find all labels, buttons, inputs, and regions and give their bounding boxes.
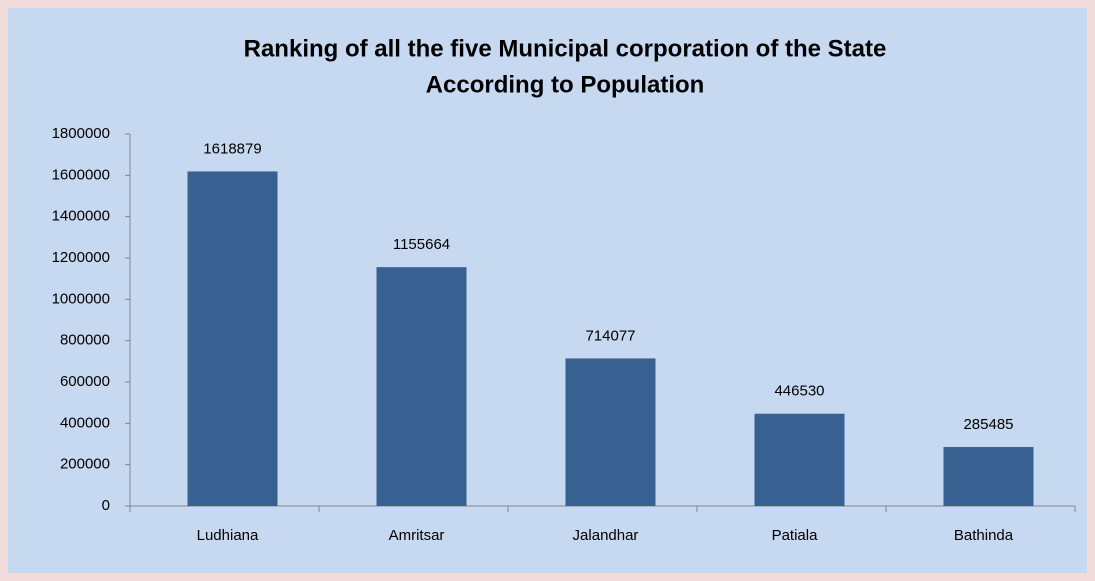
- bar: [565, 358, 656, 506]
- chart-title: Ranking of all the five Municipal corpor…: [244, 35, 887, 62]
- chart-title: According to Population: [426, 71, 705, 98]
- y-tick-label: 600000: [60, 373, 110, 390]
- y-tick-label: 1800000: [52, 125, 110, 142]
- value-label: 1618879: [203, 140, 261, 157]
- x-tick-label: Jalandhar: [573, 527, 639, 544]
- y-tick-label: 800000: [60, 332, 110, 349]
- bar: [754, 413, 845, 506]
- value-label: 714077: [585, 327, 635, 344]
- bar: [943, 446, 1034, 506]
- x-tick-label: Patiala: [772, 527, 819, 544]
- value-label: 285485: [963, 416, 1013, 433]
- value-label: 1155664: [393, 236, 450, 253]
- y-tick-label: 1000000: [52, 290, 110, 307]
- y-tick-label: 1400000: [52, 208, 110, 225]
- value-label: 446530: [774, 383, 824, 400]
- bar: [187, 171, 278, 506]
- y-tick-label: 1200000: [52, 249, 110, 266]
- y-tick-label: 200000: [60, 456, 110, 473]
- y-tick-label: 400000: [60, 414, 110, 431]
- x-tick-label: Ludhiana: [197, 527, 259, 544]
- x-tick-label: Bathinda: [954, 527, 1014, 544]
- y-tick-label: 0: [102, 497, 110, 514]
- y-tick-label: 1600000: [52, 166, 110, 183]
- x-tick-label: Amritsar: [389, 527, 445, 544]
- bar: [376, 267, 467, 506]
